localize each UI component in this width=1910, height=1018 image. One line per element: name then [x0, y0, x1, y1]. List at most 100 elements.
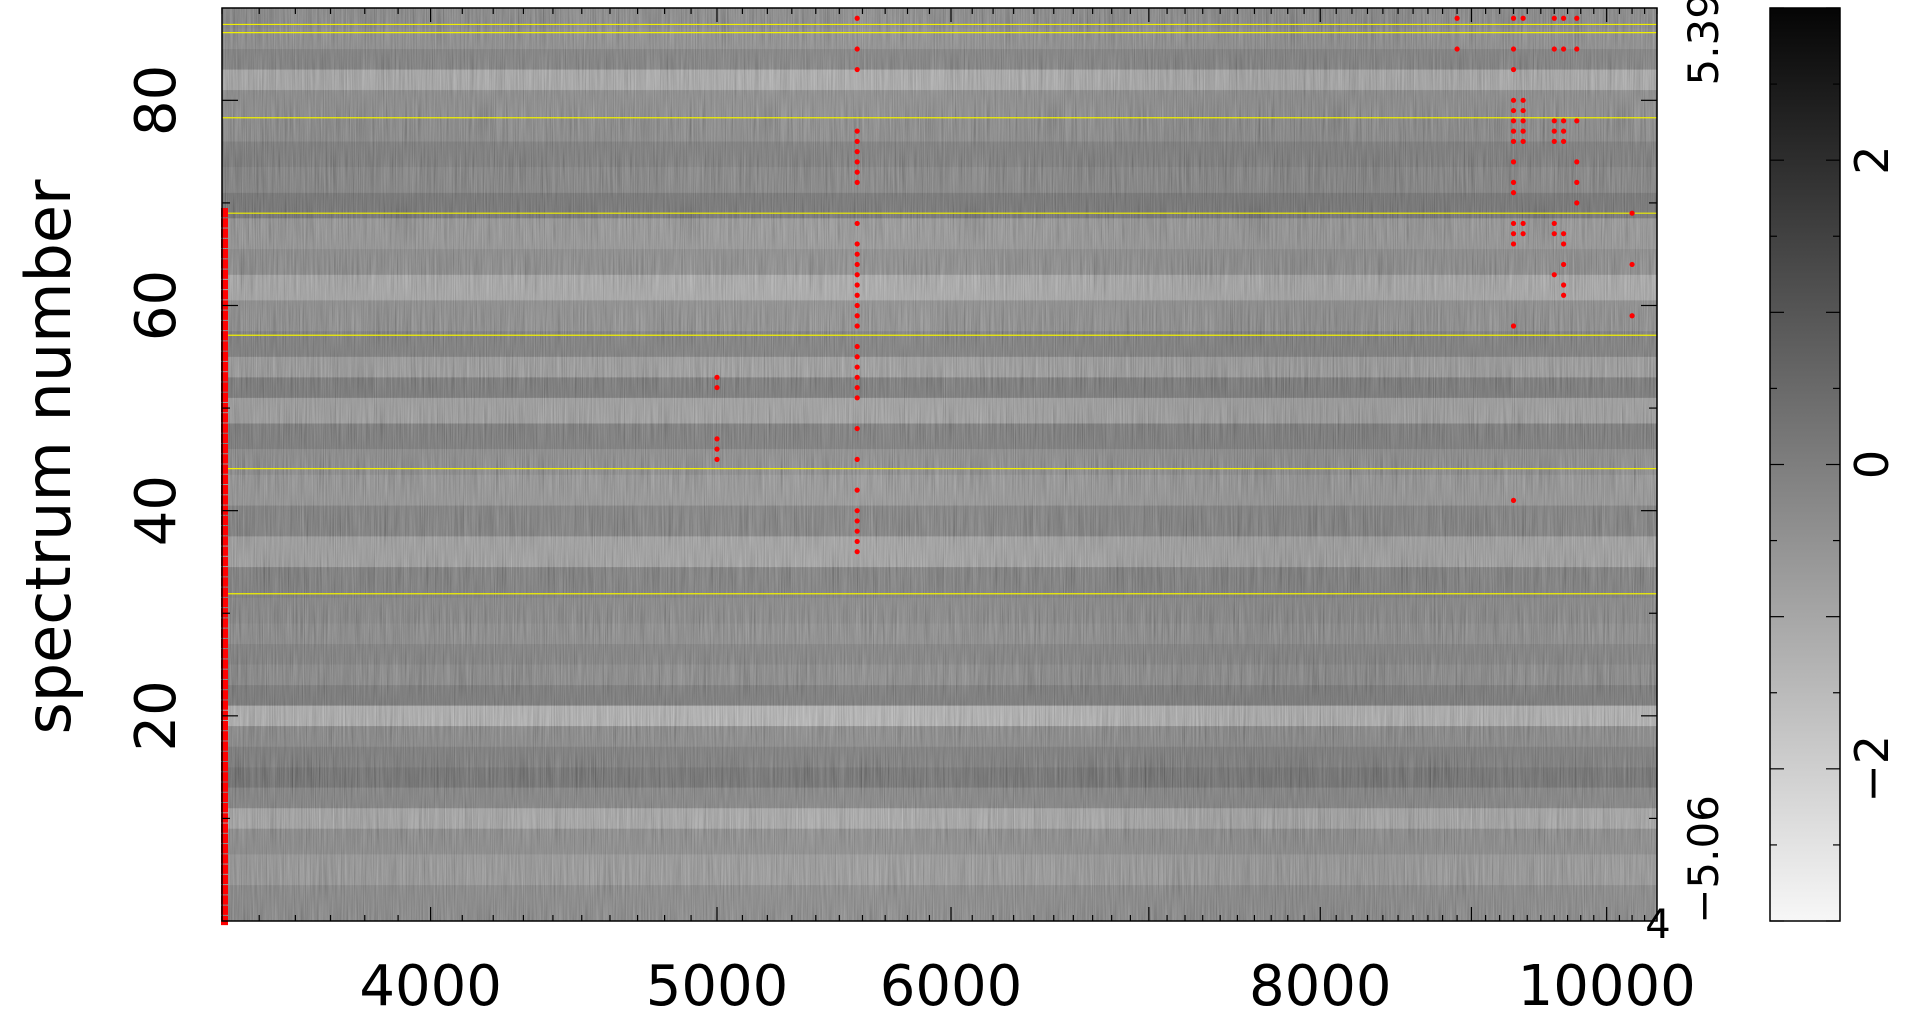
masked-pixel [854, 128, 860, 134]
masked-pixel [854, 384, 860, 391]
y-tick-label: 20 [124, 680, 189, 751]
masked-edge-pixel [221, 823, 228, 833]
masked-edge-pixel [221, 351, 228, 361]
right-range-label: −5.06 [1679, 795, 1728, 924]
masked-pixel [1551, 220, 1557, 227]
masked-edge-pixel [221, 238, 228, 249]
y-tick-label: 40 [124, 475, 189, 546]
masked-edge-pixel [221, 854, 228, 864]
masked-edge-pixel [221, 659, 228, 669]
y-tick-label: 80 [124, 65, 189, 136]
masked-pixel [854, 261, 860, 268]
masked-edge-pixel [221, 690, 228, 700]
masked-pixel [854, 374, 860, 380]
masked-pixel [1520, 231, 1526, 237]
masked-pixel [1560, 118, 1567, 124]
plot-border [221, 7, 1658, 922]
masked-pixel [1520, 118, 1526, 124]
masked-pixel [1560, 128, 1567, 134]
masked-pixel [1510, 15, 1517, 21]
masked-pixel [854, 364, 860, 370]
masked-pixel [1520, 220, 1526, 227]
masked-pixel [1574, 179, 1580, 185]
masked-pixel [854, 395, 860, 401]
masked-edge-pixel [221, 556, 228, 567]
masked-edge-pixel [221, 628, 228, 638]
masked-edge-pixel [221, 392, 228, 402]
masked-pixel [854, 169, 860, 175]
masked-edge-pixel [221, 536, 228, 546]
masked-pixel [1629, 313, 1635, 319]
masked-edge-pixel [221, 761, 228, 772]
masked-pixel [1574, 15, 1580, 21]
masked-pixel [854, 456, 860, 462]
masked-pixel [854, 282, 860, 288]
masked-pixel [854, 241, 860, 247]
masked-pixel [854, 138, 860, 144]
masked-edge-pixel [221, 833, 228, 844]
x-tick-label: 5000 [646, 954, 789, 1018]
masked-pixel [854, 15, 860, 21]
masked-pixel [854, 354, 860, 360]
masked-pixel [1560, 292, 1567, 298]
masked-pixel [1560, 15, 1567, 21]
masked-edge-pixel [221, 700, 228, 710]
masked-pixel [1510, 323, 1517, 329]
masked-edge-pixel [221, 577, 228, 587]
masked-edge-pixel [221, 905, 228, 915]
masked-edge-pixel [221, 885, 228, 895]
masked-edge-pixel [221, 782, 228, 792]
masked-edge-pixel [221, 649, 228, 659]
masked-edge-pixel [221, 310, 228, 320]
masked-pixel [1510, 231, 1517, 237]
masked-pixel [854, 149, 860, 155]
y-axis-ticks: 20 40 60 80 [124, 65, 1657, 820]
x-tick-label: 8000 [1249, 954, 1392, 1018]
masked-pixel [1454, 15, 1460, 21]
colorbar-tick-label: −2 [1845, 735, 1899, 803]
masked-pixel [714, 384, 720, 391]
masked-pixel [1551, 46, 1557, 52]
masked-pixel [854, 323, 860, 329]
masked-edge-pixel [221, 208, 228, 218]
masked-pixel [1510, 118, 1517, 124]
masked-pixel [854, 518, 860, 524]
masked-pixel [854, 251, 860, 257]
masked-edge-pixel [221, 423, 228, 433]
masked-pixel [1510, 220, 1517, 227]
masked-pixel [1551, 128, 1557, 134]
masked-edge-pixel [221, 546, 228, 556]
masked-pixel [1560, 231, 1567, 237]
masked-pixel [854, 313, 860, 319]
masked-pixel [854, 302, 860, 309]
masked-pixel [1510, 138, 1517, 144]
masked-pixel [854, 272, 860, 278]
masked-edge-pixel [221, 618, 228, 628]
masked-pixel [1510, 46, 1517, 52]
masked-edge-pixel [221, 372, 228, 382]
masked-pixel [1520, 138, 1526, 144]
masked-pixel [714, 436, 720, 442]
masked-edge-pixel [221, 249, 228, 259]
x-axis-ticks: 4000 5000 6000 8000 10000 [221, 8, 1696, 1018]
colorbar-tick-label: 0 [1845, 450, 1899, 479]
x-tick-label: 10000 [1518, 954, 1696, 1018]
masked-edge-pixel [221, 720, 228, 731]
x-corner-label: 4 [1645, 902, 1670, 948]
masked-edge-pixel [221, 382, 228, 392]
colorbar-tick-label: 2 [1845, 146, 1899, 175]
masked-pixel [1510, 97, 1517, 103]
masked-edge-pixel [221, 597, 228, 608]
masked-pixel [1560, 261, 1567, 268]
masked-pixel [1574, 200, 1580, 206]
masked-edge-pixel [221, 290, 228, 300]
heatmap-noise [222, 8, 1657, 921]
masked-pixel [854, 179, 860, 185]
masked-edge-pixel [221, 413, 228, 423]
masked-edge-pixel [221, 679, 228, 690]
masked-pixel [854, 508, 860, 514]
masked-edge-pixel [221, 526, 228, 536]
masked-pixel [854, 66, 860, 73]
masked-pixel [1574, 118, 1580, 124]
